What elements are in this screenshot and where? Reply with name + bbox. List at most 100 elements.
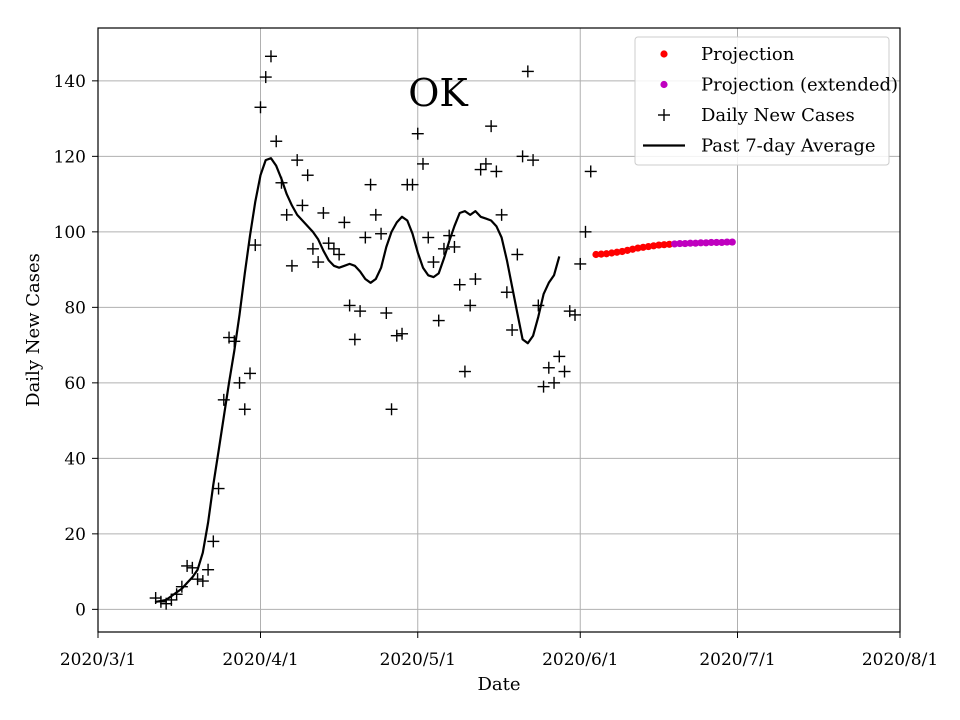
y-axis-label: Daily New Cases [23,253,44,407]
projection-extended-point [691,239,700,247]
x-tick-label: 2020/7/1 [699,650,775,670]
legend-marker-dot [660,50,668,58]
daily-case-point [521,65,534,78]
daily-case-point [154,595,167,608]
daily-case-point [217,393,230,406]
daily-case-point [322,237,335,250]
daily-case-point [238,403,251,416]
daily-case-point [348,333,361,346]
legend-label: Past 7-day Average [701,136,876,157]
projection-point [655,241,663,249]
daily-case-point [516,150,529,163]
legend-items: Projection Projection (extended) Daily New… [643,44,898,157]
daily-case-point [270,135,283,148]
daily-case-point [359,231,372,244]
projection-point [592,250,600,259]
plot-frame [97,27,901,633]
daily-case-point [259,71,272,84]
projection-extended-point [702,239,710,247]
legend-label: Projection [701,44,795,65]
legend-item-seven-day-average: Past 7-day Average [643,136,876,157]
series-layer [149,50,736,610]
daily-case-point [448,240,461,253]
y-tick-label: 120 [54,147,86,167]
projection-extended-point [697,239,705,247]
y-tick-label: 20 [64,525,86,545]
legend-item-projection: Projection [660,44,795,65]
legend-item-daily-new-cases: Daily New Cases [658,105,855,126]
daily-case-point [443,229,456,242]
projection-extended-point [728,238,736,246]
legend-label: Daily New Cases [701,105,855,126]
daily-case-point [511,248,524,261]
daily-case-point [474,163,487,176]
chart-title: OK [408,71,468,115]
daily-case-point [170,588,183,601]
daily-case-point [579,225,592,238]
daily-case-point [317,206,330,219]
projection-extended-point [712,238,721,247]
daily-case-point [490,165,503,178]
daily-case-point [485,120,498,133]
legend-box [634,36,890,166]
daily-case-point [584,165,597,178]
daily-case-point [458,365,471,378]
daily-case-point [228,335,241,348]
daily-case-point [196,575,209,588]
y-tick-label: 80 [64,298,86,318]
daily-case-point [165,593,178,606]
daily-case-point [406,178,419,191]
daily-case-point [542,361,555,374]
projection-point [665,240,673,248]
daily-case-point [527,154,540,167]
x-tick-label: 2020/6/1 [542,650,618,670]
seven-day-average-line [155,157,561,603]
daily-case-point [312,256,325,269]
projection-extended-point [686,239,694,247]
daily-case-point [280,208,293,221]
daily-case-point [375,227,388,240]
projection-extended-point [676,239,684,248]
daily-case-point [369,208,382,221]
legend: Projection Projection (extended) Daily New… [634,36,898,166]
daily-case-point [427,256,440,269]
daily-case-point [333,248,346,261]
projection-extended-point [671,240,679,248]
daily-case-point [432,314,445,327]
y-tick-label: 0 [75,600,86,620]
daily-case-point [553,350,566,363]
daily-case-point [191,573,204,586]
daily-case-point [437,242,450,255]
projection-extended-point [723,238,731,246]
x-axis-label: Date [477,674,520,695]
daily-case-point [558,365,571,378]
daily-case-point [212,482,225,495]
daily-case-point [306,242,319,255]
x-tick-label: 2020/8/1 [862,650,938,670]
daily-case-point [249,239,262,252]
legend-marker-dot [660,80,668,89]
daily-case-point [385,403,398,416]
daily-case-point [569,308,582,321]
daily-case-point [548,376,561,389]
daily-case-point [301,169,314,182]
x-tick-label: 2020/3/1 [60,650,136,670]
projection-extended-point [681,239,689,248]
daily-case-point [411,127,424,140]
daily-case-point [338,216,351,229]
daily-case-point [390,329,403,342]
daily-case-point [500,286,513,299]
daily-case-point [275,176,288,189]
daily-case-point [233,376,246,389]
daily-case-point [416,157,429,170]
daily-case-point [396,327,409,340]
daily-case-point [207,535,220,548]
x-tick-label: 2020/4/1 [222,650,298,670]
daily-case-point [175,580,188,593]
y-tick-label: 40 [64,449,86,469]
daily-case-point [296,199,309,212]
daily-case-point [291,154,304,167]
daily-case-point [181,559,194,572]
x-tick-label: 2020/5/1 [380,650,456,670]
